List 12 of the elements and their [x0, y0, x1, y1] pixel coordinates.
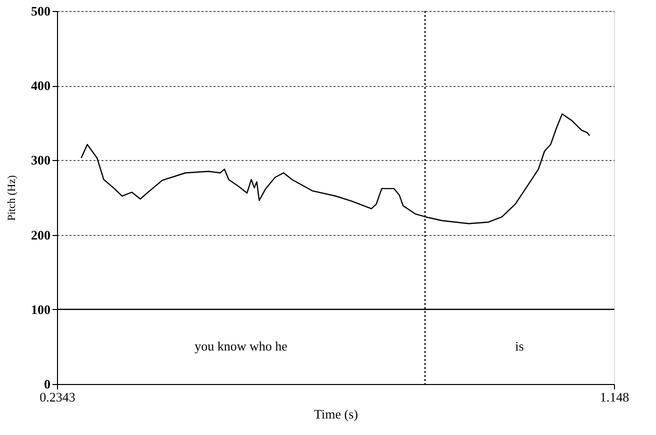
y-tick-label: 0	[44, 376, 50, 392]
x-tick-label: 1.148	[600, 390, 630, 404]
y-tick-label: 300	[31, 152, 50, 168]
annotation: is	[515, 338, 524, 354]
y-tick-label: 200	[31, 227, 50, 242]
y-axis-title: Pitch (Hz)	[6, 174, 18, 221]
y-tick-label: 500	[31, 4, 50, 18]
y-tick-label: 400	[31, 78, 50, 94]
x-axis-title: Time (s)	[314, 406, 358, 422]
annotation: you know who he	[194, 338, 288, 354]
x-tick-label: 0.2343	[40, 390, 76, 404]
y-tick-label: 100	[31, 302, 50, 317]
